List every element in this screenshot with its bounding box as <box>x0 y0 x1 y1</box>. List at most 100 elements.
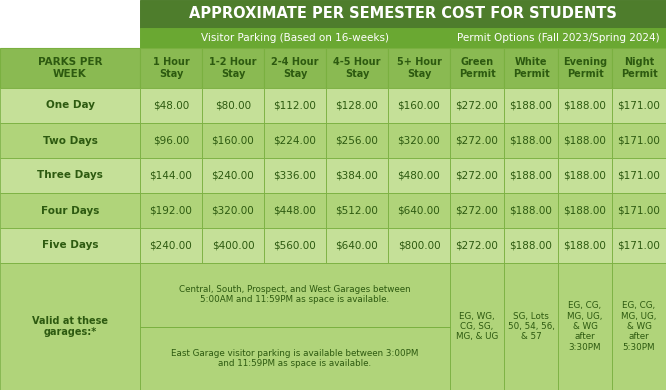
Bar <box>0 228 140 263</box>
Bar <box>388 193 450 228</box>
Text: Night
Permit: Night Permit <box>621 57 657 79</box>
Text: 1 Hour
Stay: 1 Hour Stay <box>153 57 189 79</box>
Bar <box>264 88 326 123</box>
Text: $512.00: $512.00 <box>336 206 378 216</box>
Bar <box>202 228 264 263</box>
Text: Evening
Permit: Evening Permit <box>563 57 607 79</box>
Bar <box>202 158 264 193</box>
Bar <box>504 263 558 390</box>
Bar <box>140 48 202 88</box>
Bar <box>558 228 612 263</box>
Bar <box>326 123 388 158</box>
Bar <box>388 48 450 88</box>
Text: $188.00: $188.00 <box>509 135 552 145</box>
Text: $560.00: $560.00 <box>274 241 316 250</box>
Text: SG, Lots
50, 54, 56,
& 57: SG, Lots 50, 54, 56, & 57 <box>507 312 554 341</box>
Bar <box>264 193 326 228</box>
Text: Green
Permit: Green Permit <box>459 57 496 79</box>
Bar <box>504 88 558 123</box>
Text: $188.00: $188.00 <box>509 101 552 110</box>
Text: $272.00: $272.00 <box>456 135 498 145</box>
Text: $171.00: $171.00 <box>617 135 661 145</box>
Text: $48.00: $48.00 <box>153 101 189 110</box>
Text: East Garage visitor parking is available between 3:00PM
and 11:59PM as space is : East Garage visitor parking is available… <box>171 349 419 368</box>
Bar <box>202 48 264 88</box>
Text: 5+ Hour
Stay: 5+ Hour Stay <box>396 57 442 79</box>
Text: $272.00: $272.00 <box>456 170 498 181</box>
Bar <box>450 228 504 263</box>
Bar <box>558 193 612 228</box>
Bar <box>612 228 666 263</box>
Bar <box>140 263 450 390</box>
Text: APPROXIMATE PER SEMESTER COST FOR STUDENTS: APPROXIMATE PER SEMESTER COST FOR STUDEN… <box>189 7 617 21</box>
Text: $171.00: $171.00 <box>617 241 661 250</box>
Bar <box>504 48 558 88</box>
Text: $272.00: $272.00 <box>456 206 498 216</box>
Text: $448.00: $448.00 <box>274 206 316 216</box>
Text: EG, CG,
MG, UG,
& WG
after
5:30PM: EG, CG, MG, UG, & WG after 5:30PM <box>621 301 657 352</box>
Text: $240.00: $240.00 <box>212 170 254 181</box>
Text: $188.00: $188.00 <box>563 206 607 216</box>
Text: Visitor Parking (Based on 16-weeks): Visitor Parking (Based on 16-weeks) <box>201 33 389 43</box>
Bar <box>140 158 202 193</box>
Text: $188.00: $188.00 <box>563 170 607 181</box>
Text: $80.00: $80.00 <box>215 101 251 110</box>
Text: $112.00: $112.00 <box>274 101 316 110</box>
Bar <box>388 123 450 158</box>
Text: $272.00: $272.00 <box>456 241 498 250</box>
Text: $188.00: $188.00 <box>563 241 607 250</box>
Bar <box>326 88 388 123</box>
Text: $272.00: $272.00 <box>456 101 498 110</box>
Text: $192.00: $192.00 <box>150 206 192 216</box>
Bar <box>388 88 450 123</box>
Bar <box>140 123 202 158</box>
Text: $640.00: $640.00 <box>336 241 378 250</box>
Bar <box>558 263 612 390</box>
Text: Five Days: Five Days <box>42 241 99 250</box>
Bar <box>264 48 326 88</box>
Text: $640.00: $640.00 <box>398 206 440 216</box>
Text: $336.00: $336.00 <box>274 170 316 181</box>
Bar <box>558 88 612 123</box>
Bar <box>0 123 140 158</box>
Bar <box>326 48 388 88</box>
Bar <box>140 193 202 228</box>
Bar <box>612 263 666 390</box>
Bar <box>450 48 504 88</box>
Text: $256.00: $256.00 <box>336 135 378 145</box>
Bar <box>326 228 388 263</box>
Bar <box>0 193 140 228</box>
Bar <box>450 88 504 123</box>
Text: 2-4 Hour
Stay: 2-4 Hour Stay <box>271 57 319 79</box>
Bar <box>140 228 202 263</box>
Text: 4-5 Hour
Stay: 4-5 Hour Stay <box>333 57 381 79</box>
Bar <box>0 158 140 193</box>
Text: EG, WG,
CG, SG,
MG, & UG: EG, WG, CG, SG, MG, & UG <box>456 312 498 341</box>
Text: $188.00: $188.00 <box>509 206 552 216</box>
Text: $240.00: $240.00 <box>150 241 192 250</box>
Text: $188.00: $188.00 <box>509 170 552 181</box>
Text: One Day: One Day <box>45 101 95 110</box>
Text: PARKS PER
WEEK: PARKS PER WEEK <box>38 57 103 79</box>
Bar <box>202 88 264 123</box>
Text: Valid at these
garages:*: Valid at these garages:* <box>32 316 108 337</box>
Bar <box>0 263 140 390</box>
Text: $800.00: $800.00 <box>398 241 440 250</box>
Text: 1-2 Hour
Stay: 1-2 Hour Stay <box>209 57 257 79</box>
Bar <box>450 158 504 193</box>
Bar <box>326 158 388 193</box>
Text: $224.00: $224.00 <box>274 135 316 145</box>
Bar <box>202 123 264 158</box>
Text: Four Days: Four Days <box>41 206 99 216</box>
Text: $188.00: $188.00 <box>563 135 607 145</box>
Text: Central, South, Prospect, and West Garages between
5:00AM and 11:59PM as space i: Central, South, Prospect, and West Garag… <box>179 285 411 305</box>
Bar <box>0 48 140 88</box>
Bar <box>612 48 666 88</box>
Bar <box>504 193 558 228</box>
Bar <box>612 88 666 123</box>
Bar <box>450 263 504 390</box>
Text: $400.00: $400.00 <box>212 241 254 250</box>
Bar <box>0 88 140 123</box>
Text: White
Permit: White Permit <box>513 57 549 79</box>
Text: $320.00: $320.00 <box>398 135 440 145</box>
